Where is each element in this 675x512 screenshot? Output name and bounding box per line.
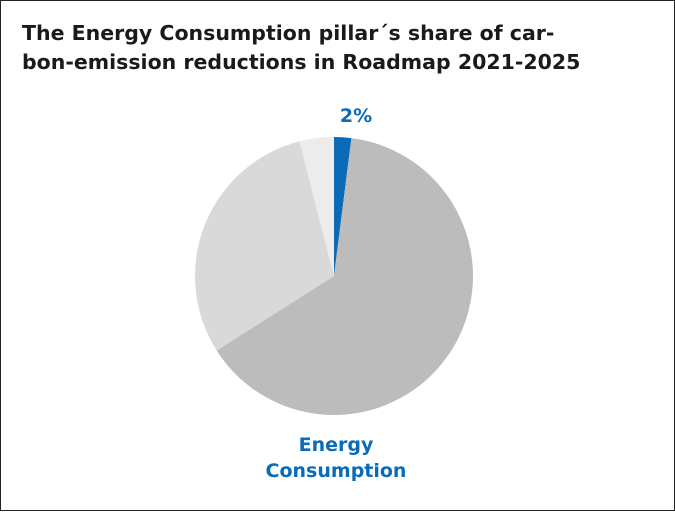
- chart-title-line-1: The Energy Consumption pillar´s share of…: [22, 21, 555, 45]
- slice-category-label-line-2: Consumption: [266, 460, 407, 482]
- slice-category-label-line-1: Energy: [299, 434, 374, 456]
- chart-title: The Energy Consumption pillar´s share of…: [22, 19, 580, 77]
- pie-slice-1: [334, 137, 352, 276]
- pie-slice-4: [299, 137, 334, 276]
- pie-slices: [195, 137, 474, 416]
- chart-title-line-2: bon-emission reductions in Roadmap 2021-…: [22, 50, 581, 74]
- slice-percent-label: 2%: [340, 105, 372, 127]
- pie-slice-3: [195, 141, 334, 351]
- pie-slice-2: [216, 138, 474, 416]
